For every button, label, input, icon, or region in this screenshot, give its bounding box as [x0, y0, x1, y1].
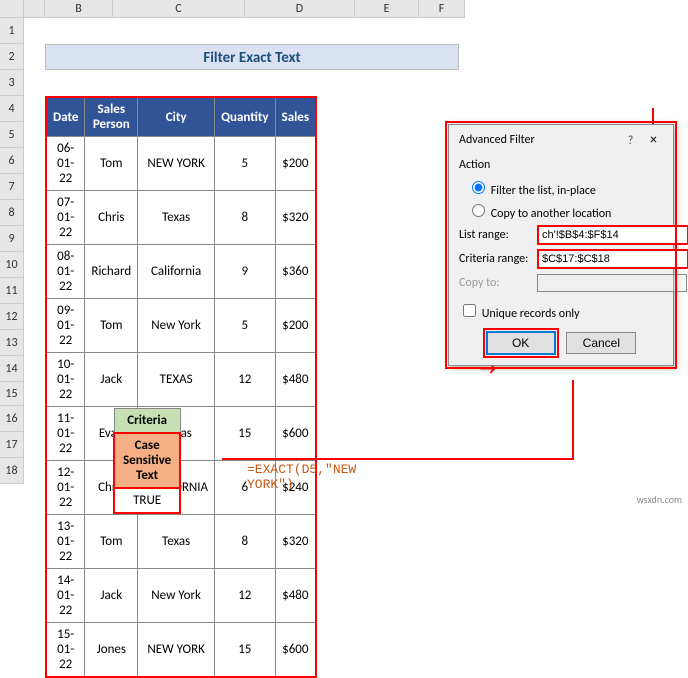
- col-header-e[interactable]: E: [355, 0, 419, 18]
- table-row: 09-01-22TomNew York5$200: [46, 299, 316, 353]
- table-row: 06-01-22TomNEW YORK5$200: [46, 137, 316, 191]
- title-cell[interactable]: Filter Exact Text: [45, 44, 459, 70]
- row-header[interactable]: 18: [0, 458, 24, 484]
- row-header[interactable]: 7: [0, 174, 24, 200]
- row-header[interactable]: 11: [0, 278, 24, 304]
- row-header[interactable]: 6: [0, 148, 24, 174]
- copy-to-input: [537, 274, 687, 292]
- row-header[interactable]: 1: [0, 18, 24, 44]
- list-range-label: List range:: [459, 228, 537, 242]
- col-header-d[interactable]: D: [245, 0, 355, 18]
- th-person[interactable]: Sales Person: [85, 97, 138, 137]
- help-icon[interactable]: ?: [628, 134, 634, 148]
- col-header-b[interactable]: B: [45, 0, 113, 18]
- annotation-line: [222, 458, 574, 460]
- col-header-c[interactable]: C: [113, 0, 245, 18]
- th-sales[interactable]: Sales: [275, 97, 316, 137]
- row-header[interactable]: 13: [0, 330, 24, 356]
- radio-copy-location[interactable]: Copy to another location: [467, 201, 663, 221]
- close-icon[interactable]: ×: [644, 131, 663, 148]
- row-header[interactable]: 2: [0, 44, 24, 70]
- col-header-a[interactable]: [24, 0, 45, 18]
- th-qty[interactable]: Quantity: [215, 97, 275, 137]
- data-table: Date Sales Person City Quantity Sales 06…: [45, 96, 317, 678]
- cancel-button[interactable]: Cancel: [566, 332, 636, 354]
- formula-text[interactable]: =EXACT(D5,"NEW YORK"): [247, 462, 356, 492]
- row-header[interactable]: 5: [0, 122, 24, 148]
- unique-records-checkbox[interactable]: Unique records only: [459, 307, 580, 321]
- ok-button[interactable]: OK: [486, 331, 556, 355]
- row-header[interactable]: 8: [0, 200, 24, 226]
- row-header[interactable]: 15: [0, 382, 24, 406]
- criteria-range-input[interactable]: [537, 249, 688, 269]
- action-label: Action: [459, 158, 663, 172]
- column-headers: B C D E F: [24, 0, 465, 18]
- row-header[interactable]: 16: [0, 406, 24, 432]
- th-date[interactable]: Date: [46, 97, 85, 137]
- criteria-table: Criteria Case Sensitive Text TRUE: [113, 408, 181, 514]
- row-header[interactable]: 10: [0, 252, 24, 278]
- table-row: 13-01-22TomTexas8$320: [46, 515, 316, 569]
- annotation-line: [572, 380, 574, 460]
- table-row: 15-01-22JonesNEW YORK15$600: [46, 623, 316, 678]
- table-row: 08-01-22RichardCalifornia9$360: [46, 245, 316, 299]
- copy-to-label: Copy to:: [459, 276, 537, 290]
- row-header[interactable]: 12: [0, 304, 24, 330]
- advanced-filter-dialog: Advanced Filter ? × Action Filter the li…: [448, 124, 674, 366]
- table-row: 10-01-22JackTEXAS12$480: [46, 353, 316, 407]
- table-row: 07-01-22ChrisTexas8$320: [46, 191, 316, 245]
- select-all-corner[interactable]: [0, 0, 24, 18]
- criteria-range-label: Criteria range:: [459, 252, 537, 266]
- row-header[interactable]: 17: [0, 432, 24, 458]
- row-header[interactable]: 9: [0, 226, 24, 252]
- row-headers: 1 2 3 4 5 6 7 8 9 10 11 12 13 14 15 16 1…: [0, 18, 24, 484]
- watermark: wsxdn.com: [637, 493, 682, 506]
- list-range-input[interactable]: [537, 225, 688, 245]
- criteria-value[interactable]: TRUE: [114, 488, 180, 513]
- table-row: 14-01-22JackNew York12$480: [46, 569, 316, 623]
- dialog-title: Advanced Filter: [459, 133, 535, 147]
- row-header[interactable]: 14: [0, 356, 24, 382]
- row-header[interactable]: 3: [0, 70, 24, 96]
- criteria-sub[interactable]: Case Sensitive Text: [114, 433, 180, 488]
- col-header-f[interactable]: F: [419, 0, 465, 18]
- radio-filter-inplace[interactable]: Filter the list, in-place: [467, 178, 663, 198]
- th-city[interactable]: City: [138, 97, 215, 137]
- criteria-header[interactable]: Criteria: [114, 409, 180, 434]
- row-header[interactable]: 4: [0, 96, 24, 122]
